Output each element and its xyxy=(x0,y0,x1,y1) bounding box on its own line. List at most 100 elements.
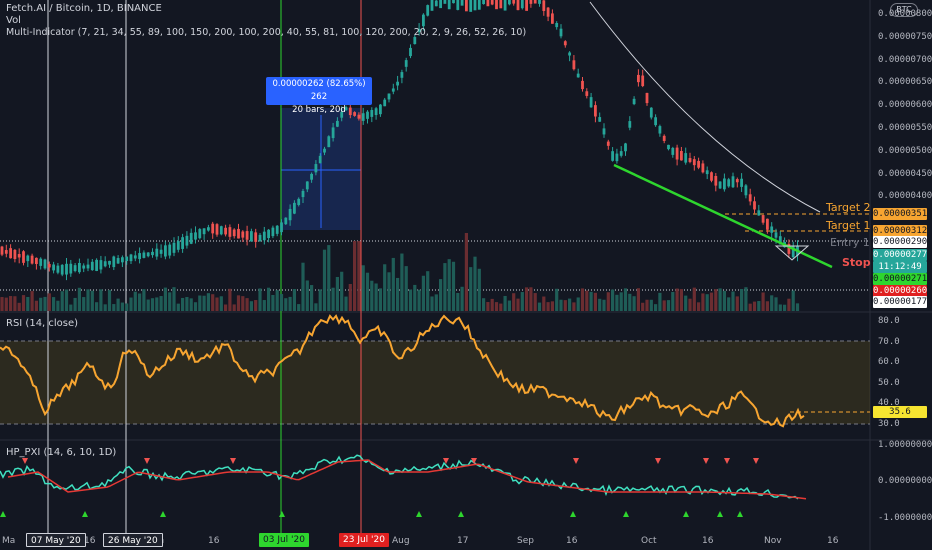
candle-body xyxy=(142,252,146,258)
buy-signal xyxy=(416,511,422,517)
resistance-curve[interactable] xyxy=(589,1,821,213)
volume-bar xyxy=(447,259,451,311)
sell-signal xyxy=(753,458,759,464)
candle-body xyxy=(86,264,90,269)
candle-body xyxy=(293,202,296,214)
date-axis-label: Oct xyxy=(641,536,657,546)
volume-bar xyxy=(512,293,516,311)
volume-bar xyxy=(731,291,735,311)
volume-bar xyxy=(727,297,731,311)
tag-current: 0.00000277 xyxy=(873,249,928,261)
volume-bar xyxy=(589,291,593,311)
candle-body xyxy=(151,251,154,256)
volume-bar xyxy=(47,293,51,311)
candle-body xyxy=(551,13,554,24)
candle-body xyxy=(374,108,378,116)
volume-bar xyxy=(361,265,365,311)
candle-body xyxy=(391,88,395,92)
volume-bar xyxy=(292,289,296,311)
candle-body xyxy=(56,265,60,273)
candle-body xyxy=(224,227,227,235)
volume-bar xyxy=(520,292,524,311)
volume-bar xyxy=(172,287,176,311)
volume-bar xyxy=(357,241,361,311)
sell-signal xyxy=(703,458,709,464)
volume-bar xyxy=(168,292,172,311)
candle-body xyxy=(409,47,412,57)
volume-bar xyxy=(615,294,619,311)
rsi-axis-label: 50.0 xyxy=(878,377,900,388)
legend-hp-pxi: HP_PXI (14, 6, 10, 1D) xyxy=(6,447,117,458)
candle-body xyxy=(641,75,645,87)
volume-bar xyxy=(744,287,748,311)
volume-bar xyxy=(611,289,615,311)
candle-body xyxy=(542,0,546,12)
volume-bar xyxy=(555,288,559,311)
candle-body xyxy=(594,105,597,117)
candle-body xyxy=(649,107,653,118)
candle-body xyxy=(654,117,657,126)
volume-bar xyxy=(408,289,413,311)
candle-body xyxy=(563,41,567,46)
volume-bar xyxy=(387,272,391,311)
candle-body xyxy=(262,231,266,241)
volume-bar xyxy=(215,297,219,311)
candlesticks[interactable] xyxy=(0,0,799,281)
candle-body xyxy=(327,136,331,148)
entry-triangle[interactable] xyxy=(774,245,810,261)
volume-bar xyxy=(400,253,404,311)
volume-bar xyxy=(658,292,662,311)
volume-bar xyxy=(679,289,683,311)
volume-bar xyxy=(241,296,245,311)
candle-body xyxy=(615,153,619,162)
candle-body xyxy=(546,7,550,17)
date-tag-jul3: 03 Jul '20 xyxy=(259,533,309,547)
candle-body xyxy=(499,0,503,9)
support-trendline[interactable] xyxy=(613,163,833,269)
candle-body xyxy=(336,120,339,127)
volume-bar xyxy=(598,298,602,311)
candle-body xyxy=(215,224,219,235)
candle-body xyxy=(452,0,455,4)
volume-bar xyxy=(795,303,800,311)
volume-bar xyxy=(705,294,709,311)
volume-bar xyxy=(254,300,258,311)
label-entry: Entry 1 xyxy=(830,236,870,249)
volume-bar xyxy=(112,304,116,311)
rsi-axis-label: 30.0 xyxy=(878,419,900,429)
volume-bar xyxy=(770,295,774,311)
pxi-axis-label: 1.00000000 xyxy=(878,440,932,450)
price-axis-label: 0.00000650 xyxy=(878,77,932,88)
date-axis-label: 16 xyxy=(208,536,220,546)
candle-body xyxy=(598,117,602,122)
volume-bar xyxy=(671,291,675,311)
currency-badge[interactable]: BTC xyxy=(890,3,918,17)
volume-bar xyxy=(413,284,417,311)
volume-bar xyxy=(426,271,430,311)
candle-body xyxy=(585,91,589,96)
volume-bar xyxy=(26,296,30,311)
volume-bar xyxy=(675,288,679,311)
candle-body xyxy=(581,80,584,90)
volume-bar xyxy=(245,298,249,311)
volume-bar xyxy=(494,302,499,311)
tag-low: 0.00000177 xyxy=(873,296,928,308)
candle-body xyxy=(30,255,34,264)
candle-body xyxy=(422,14,425,27)
label-target2: Target 2 xyxy=(826,201,871,214)
candle-body xyxy=(301,190,305,198)
candle-body xyxy=(645,92,649,104)
pxi-axis-label: -1.00000000 xyxy=(878,513,932,523)
volume-bar xyxy=(533,293,537,311)
volume-bar xyxy=(189,298,193,311)
candle-body xyxy=(697,160,700,168)
candle-body xyxy=(323,148,326,153)
candle-body xyxy=(297,198,301,205)
candle-body xyxy=(705,170,709,175)
candle-body xyxy=(164,245,167,257)
candle-body xyxy=(727,179,731,187)
candle-body xyxy=(701,163,705,173)
candle-body xyxy=(735,179,739,183)
candle-body xyxy=(219,226,223,235)
